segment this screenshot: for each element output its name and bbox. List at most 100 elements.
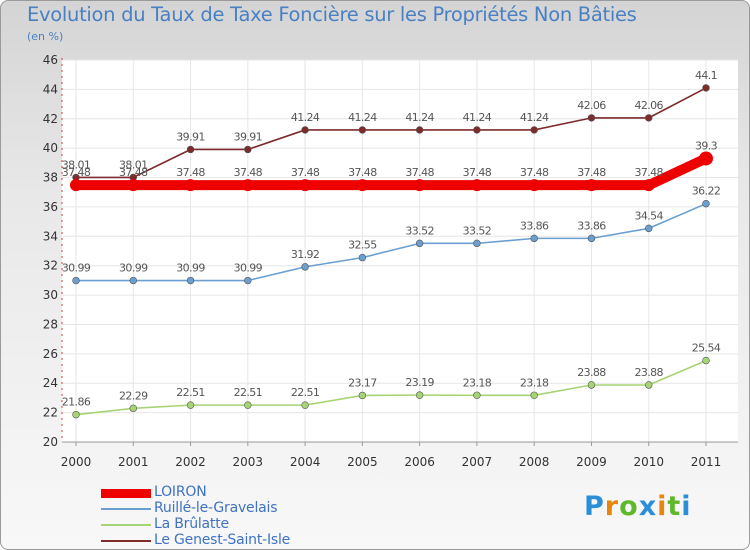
data-point-ruille-le-gravelais bbox=[358, 253, 367, 262]
data-label-loiron: 37.48 bbox=[634, 166, 663, 179]
chart-title: Evolution du Taux de Taxe Foncière sur l… bbox=[27, 3, 637, 26]
data-point-loiron bbox=[70, 179, 82, 192]
y-tick-label: 32 bbox=[43, 259, 58, 273]
logo-letter: i bbox=[681, 491, 692, 522]
data-point-loiron bbox=[642, 179, 655, 192]
axes: 20 22 24 26 28 30 32 34 36 38 40 42 44 46 2000 2001 2002… bbox=[43, 53, 738, 469]
legend-swatch-ruille bbox=[101, 508, 151, 510]
data-point-la-brulatte bbox=[129, 404, 137, 413]
data-label-le-genest-saint-isle: 39.91 bbox=[176, 130, 205, 143]
data-point-ruille-le-gravelais bbox=[473, 239, 481, 248]
data-point-la-brulatte bbox=[473, 391, 481, 399]
data-point-loiron bbox=[699, 151, 713, 166]
data-point-ruille-le-gravelais bbox=[587, 234, 596, 243]
data-point-loiron bbox=[127, 179, 140, 192]
data-label-le-genest-saint-isle: 41.24 bbox=[463, 111, 492, 124]
data-label-la-brulatte: 21.86 bbox=[62, 396, 91, 409]
data-label-loiron: 37.48 bbox=[176, 166, 205, 179]
y-tick-label: 20 bbox=[43, 435, 58, 449]
legend-swatch-genest bbox=[101, 540, 151, 542]
data-point-la-brulatte bbox=[358, 391, 367, 400]
data-point-ruille-le-gravelais bbox=[702, 199, 710, 208]
data-point-la-brulatte bbox=[186, 401, 195, 409]
y-tick-label: 42 bbox=[43, 112, 58, 126]
x-tick-label: 2008 bbox=[519, 455, 550, 469]
grid-lines bbox=[62, 59, 738, 443]
data-point-le-genest-saint-isle bbox=[530, 126, 538, 134]
data-point-ruille-le-gravelais bbox=[415, 239, 424, 248]
data-point-le-genest-saint-isle bbox=[244, 145, 252, 154]
data-label-la-brulatte: 22.51 bbox=[234, 386, 263, 399]
logo-letter: o bbox=[619, 491, 639, 522]
data-label-loiron: 37.48 bbox=[463, 166, 492, 179]
data-point-ruille-le-gravelais bbox=[244, 276, 252, 285]
data-label-ruille-le-gravelais: 30.99 bbox=[234, 262, 263, 275]
data-point-le-genest-saint-isle bbox=[645, 114, 653, 122]
y-axis-unit: (en %) bbox=[27, 30, 64, 43]
y-tick-label: 24 bbox=[43, 376, 58, 390]
proxiti-logo: Proxiti bbox=[584, 491, 692, 522]
data-label-le-genest-saint-isle: 42.06 bbox=[577, 99, 606, 112]
logo-letter: x bbox=[638, 491, 658, 522]
data-label-ruille-le-gravelais: 30.99 bbox=[176, 262, 205, 275]
data-label-ruille-le-gravelais: 34.54 bbox=[634, 209, 663, 222]
data-label-le-genest-saint-isle: 41.24 bbox=[291, 111, 320, 124]
data-point-loiron bbox=[413, 179, 426, 192]
data-label-ruille-le-gravelais: 32.55 bbox=[348, 239, 377, 252]
legend-label-genest: Le Genest-Saint-Isle bbox=[154, 532, 291, 548]
y-tick-label: 40 bbox=[43, 141, 58, 155]
data-point-la-brulatte bbox=[301, 401, 309, 409]
data-point-ruille-le-gravelais bbox=[645, 224, 653, 233]
data-label-ruille-le-gravelais: 33.86 bbox=[577, 219, 606, 232]
data-point-loiron bbox=[356, 179, 369, 192]
logo-letter: r bbox=[604, 491, 620, 522]
data-point-la-brulatte bbox=[587, 381, 596, 389]
data-label-la-brulatte: 22.29 bbox=[119, 389, 148, 402]
data-label-le-genest-saint-isle: 42.06 bbox=[634, 99, 663, 112]
data-label-la-brulatte: 22.51 bbox=[291, 386, 320, 399]
data-point-le-genest-saint-isle bbox=[702, 84, 710, 92]
data-label-la-brulatte: 23.88 bbox=[577, 366, 606, 379]
y-tick-label: 44 bbox=[43, 82, 58, 96]
data-point-loiron bbox=[299, 179, 312, 192]
legend-label-brulatte: La Brûlatte bbox=[154, 516, 229, 532]
x-tick-label: 2004 bbox=[290, 455, 321, 469]
plot-area bbox=[62, 60, 738, 442]
data-point-la-brulatte bbox=[702, 356, 710, 365]
x-tick-label: 2002 bbox=[175, 455, 206, 469]
data-label-le-genest-saint-isle: 41.24 bbox=[405, 111, 434, 124]
legend-swatch-brulatte bbox=[101, 524, 151, 526]
data-point-ruille-le-gravelais bbox=[72, 276, 80, 285]
data-point-le-genest-saint-isle bbox=[587, 114, 596, 122]
data-label-le-genest-saint-isle: 39.91 bbox=[234, 130, 263, 143]
data-point-ruille-le-gravelais bbox=[186, 276, 195, 285]
x-tick-label: 2007 bbox=[462, 455, 493, 469]
data-label-ruille-le-gravelais: 33.86 bbox=[520, 219, 549, 232]
data-point-le-genest-saint-isle bbox=[301, 126, 309, 134]
data-label-le-genest-saint-isle: 44.1 bbox=[695, 69, 717, 82]
x-tick-label: 2011 bbox=[691, 455, 722, 469]
data-label-le-genest-saint-isle: 38.01 bbox=[62, 158, 91, 171]
data-label-la-brulatte: 23.88 bbox=[634, 366, 663, 379]
data-point-la-brulatte bbox=[530, 391, 538, 399]
data-label-loiron: 39.3 bbox=[695, 139, 718, 152]
data-point-loiron bbox=[241, 179, 254, 192]
data-point-la-brulatte bbox=[415, 391, 424, 399]
y-tick-label: 38 bbox=[43, 171, 58, 185]
y-tick-label: 26 bbox=[43, 347, 58, 361]
data-label-loiron: 37.48 bbox=[62, 166, 91, 179]
data-label-la-brulatte: 23.19 bbox=[405, 376, 434, 389]
series-group bbox=[70, 84, 713, 419]
data-label-loiron: 37.48 bbox=[520, 166, 549, 179]
data-label-ruille-le-gravelais: 33.52 bbox=[463, 224, 492, 237]
data-label-le-genest-saint-isle: 38.01 bbox=[119, 158, 148, 171]
legend-swatch-loiron bbox=[101, 489, 151, 498]
data-point-le-genest-saint-isle bbox=[358, 126, 367, 134]
data-point-la-brulatte bbox=[244, 401, 252, 409]
legend-label-loiron: LOIRON bbox=[154, 484, 207, 500]
data-label-le-genest-saint-isle: 41.24 bbox=[520, 111, 549, 124]
x-tick-label: 2000 bbox=[61, 455, 92, 469]
data-point-loiron bbox=[470, 179, 483, 192]
data-label-la-brulatte: 25.54 bbox=[692, 342, 721, 355]
